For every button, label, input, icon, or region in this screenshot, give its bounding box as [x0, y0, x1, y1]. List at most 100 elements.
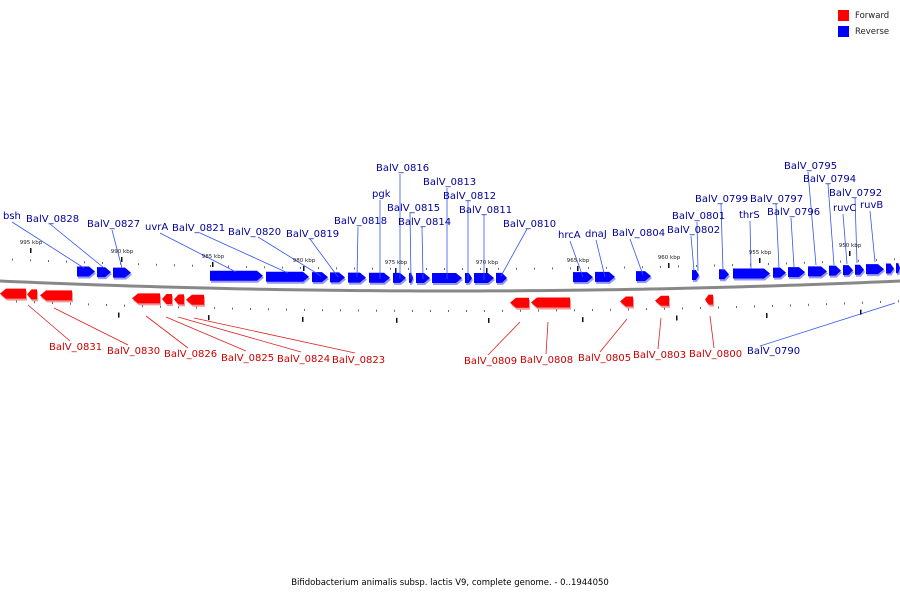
- reverse-gene-arrow-9[interactable]: [393, 272, 406, 283]
- forward-label: Forward: [855, 11, 890, 21]
- gene-label-hrca[interactable]: hrcA: [558, 230, 581, 241]
- forward-gene-arrow-5[interactable]: [174, 294, 184, 305]
- gene-label-balv-0794[interactable]: BalV_0794: [803, 174, 856, 185]
- gene-label-balv-0811[interactable]: BalV_0811: [459, 205, 512, 216]
- scale-label-950-kbp: 950 kbp: [839, 243, 862, 249]
- gene-label-balv-0805[interactable]: BalV_0805: [578, 353, 631, 364]
- reverse-gene-arrow-2[interactable]: [113, 267, 131, 278]
- gene-label-pgk[interactable]: pgk: [372, 189, 391, 200]
- reverse-gene-arrow-21[interactable]: [733, 268, 770, 279]
- major-tick: [118, 312, 120, 318]
- minor-tick: [390, 267, 391, 270]
- leader-dnaj: [595, 239, 606, 278]
- gene-label-balv-0790[interactable]: BalV_0790: [747, 346, 800, 357]
- gene-label-balv-0804[interactable]: BalV_0804: [612, 228, 665, 239]
- gene-label-balv-0792[interactable]: BalV_0792: [829, 188, 882, 199]
- major-tick: [676, 315, 678, 321]
- forward-gene-arrow-1[interactable]: [27, 289, 37, 300]
- gene-label-balv-0810[interactable]: BalV_0810: [503, 219, 556, 230]
- minor-tick: [106, 304, 107, 307]
- minor-tick: [858, 259, 859, 262]
- minor-tick: [556, 309, 557, 312]
- leader-balv-0808: [545, 321, 549, 355]
- reverse-gene-arrow-5[interactable]: [312, 272, 328, 283]
- gene-label-balv-0812[interactable]: BalV_0812: [443, 191, 496, 202]
- forward-gene-arrow-11[interactable]: [705, 294, 713, 305]
- gene-labels: bsh BalV_0828 BalV_0827 uvrA BalV_0821 BalV_0…: [3, 161, 883, 367]
- gene-label-balv-0813[interactable]: BalV_0813: [423, 177, 476, 188]
- scale-label-985-kbp: 985 kbp: [202, 254, 225, 260]
- reverse-gene-arrow-27[interactable]: [855, 264, 864, 275]
- gene-label-balv-0815[interactable]: BalV_0815: [387, 203, 440, 214]
- gene-label-balv-0824[interactable]: BalV_0824: [277, 354, 330, 365]
- gene-label-balv-0827[interactable]: BalV_0827: [87, 219, 140, 230]
- leader-balv-0794: [827, 183, 835, 266]
- gene-label-balv-0821[interactable]: BalV_0821: [172, 223, 225, 234]
- forward-gene-arrow-8[interactable]: [531, 297, 570, 308]
- reverse-gene-arrow-4[interactable]: [266, 271, 309, 282]
- reverse-gene-arrow-19[interactable]: [692, 270, 699, 281]
- reverse-gene-arrow-7[interactable]: [348, 272, 366, 283]
- gene-label-balv-0797[interactable]: BalV_0797: [750, 194, 803, 205]
- reverse-gene-arrow-3[interactable]: [210, 270, 263, 281]
- forward-gene-arrow-4[interactable]: [162, 294, 172, 305]
- forward-gene-arrow-2[interactable]: [40, 290, 72, 301]
- gene-label-balv-0828[interactable]: BalV_0828: [26, 214, 79, 225]
- minor-tick: [588, 267, 589, 270]
- minor-tick: [610, 308, 611, 311]
- gene-label-balv-0818[interactable]: BalV_0818: [334, 216, 387, 227]
- reverse-gene-arrow-8[interactable]: [369, 272, 390, 283]
- reverse-gene-arrow-25[interactable]: [829, 265, 841, 276]
- reverse-gene-arrow-28[interactable]: [866, 264, 884, 275]
- gene-label-balv-0816[interactable]: BalV_0816: [376, 163, 429, 174]
- major-tick: [396, 317, 398, 323]
- scale-label-965-kbp: 965 kbp: [567, 258, 590, 264]
- gene-label-balv-0825[interactable]: BalV_0825: [221, 353, 274, 364]
- reverse-gene-arrow-13[interactable]: [465, 272, 472, 283]
- reverse-gene-arrow-26[interactable]: [843, 265, 853, 276]
- gene-label-dnaj[interactable]: dnaJ: [585, 229, 607, 240]
- gene-label-balv-0803[interactable]: BalV_0803: [633, 350, 686, 361]
- gene-label-balv-0801[interactable]: BalV_0801: [672, 211, 725, 222]
- reverse-gene-arrow-23[interactable]: [788, 267, 805, 278]
- gene-label-balv-0831[interactable]: BalV_0831: [49, 342, 102, 353]
- gene-label-balv-0826[interactable]: BalV_0826: [164, 349, 217, 360]
- gene-label-balv-0814[interactable]: BalV_0814: [398, 217, 451, 228]
- reverse-gene-arrow-1[interactable]: [97, 267, 111, 278]
- reverse-gene-arrow-24[interactable]: [808, 266, 827, 277]
- gene-label-balv-0795[interactable]: BalV_0795: [784, 161, 837, 172]
- forward-gene-arrow-9[interactable]: [620, 296, 633, 307]
- forward-gene-arrow-0[interactable]: [0, 288, 26, 299]
- forward-gene-arrow-7[interactable]: [510, 297, 529, 308]
- gene-label-balv-0830[interactable]: BalV_0830: [107, 346, 160, 357]
- gene-label-balv-0820[interactable]: BalV_0820: [228, 227, 281, 238]
- gene-label-balv-0796[interactable]: BalV_0796: [767, 207, 820, 218]
- reverse-gene-arrow-20[interactable]: [719, 269, 729, 280]
- minor-tick: [876, 259, 877, 262]
- reverse-gene-arrow-16[interactable]: [573, 272, 593, 283]
- gene-label-balv-0802[interactable]: BalV_0802: [667, 225, 720, 236]
- gene-label-bsh[interactable]: bsh: [3, 211, 21, 222]
- gene-label-balv-0800[interactable]: BalV_0800: [689, 349, 742, 360]
- gene-label-balv-0819[interactable]: BalV_0819: [286, 229, 339, 240]
- forward-gene-arrow-3[interactable]: [132, 293, 160, 304]
- reverse-gene-arrow-18[interactable]: [636, 271, 651, 282]
- reverse-gene-arrow-15[interactable]: [496, 272, 507, 283]
- reverse-gene-arrow-0[interactable]: [77, 266, 95, 277]
- gene-label-balv-0809[interactable]: BalV_0809: [464, 356, 517, 367]
- reverse-gene-arrow-6[interactable]: [330, 272, 345, 283]
- gene-label-balv-0799[interactable]: BalV_0799: [695, 194, 748, 205]
- gene-label-thrs[interactable]: thrS: [739, 210, 760, 221]
- gene-label-ruvb[interactable]: ruvB: [860, 200, 883, 211]
- reverse-gene-arrow-30[interactable]: [896, 263, 900, 274]
- minor-tick: [700, 307, 701, 310]
- forward-gene-arrow-6[interactable]: [186, 294, 204, 305]
- gene-label-balv-0823[interactable]: BalV_0823: [332, 355, 385, 366]
- gene-label-balv-0808[interactable]: BalV_0808: [520, 355, 573, 366]
- minor-tick: [174, 264, 175, 267]
- gene-label-uvra[interactable]: uvrA: [145, 222, 168, 233]
- reverse-gene-arrow-29[interactable]: [886, 263, 894, 274]
- forward-gene-arrow-10[interactable]: [655, 295, 669, 306]
- reverse-gene-arrow-22[interactable]: [773, 267, 786, 278]
- gene-label-ruvc[interactable]: ruvC: [833, 203, 856, 214]
